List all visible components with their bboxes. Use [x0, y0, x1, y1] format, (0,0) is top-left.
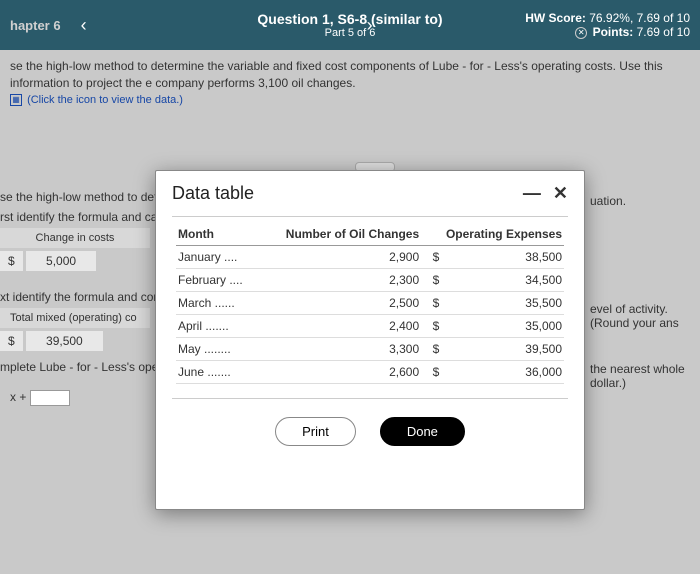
data-table: Month Number of Oil Changes Operating Ex… [176, 223, 564, 384]
chapter-label: hapter 6 [10, 18, 61, 33]
right-text: evel of activity. (Round your ans [590, 302, 700, 330]
question-title: Question 1, S6-8 (similar to) [257, 11, 442, 27]
bg-line: mplete Lube - for - Less's ope [0, 360, 158, 374]
data-table-icon[interactable]: ▦ [10, 94, 22, 106]
modal-title: Data table [172, 183, 254, 204]
right-text: the nearest whole dollar.) [590, 362, 700, 390]
app-header: hapter 6 ‹ Question 1, S6-8 (similar to)… [0, 0, 700, 50]
table-row: March ......2,500$35,500 [176, 292, 564, 315]
points-icon: ✕ [575, 27, 587, 39]
table-wrap: Month Number of Oil Changes Operating Ex… [156, 217, 584, 390]
question-part: Part 5 of 6 [257, 27, 442, 39]
close-icon[interactable]: ✕ [553, 183, 568, 204]
points-label: Points: [593, 25, 634, 39]
question-block: Question 1, S6-8 (similar to) Part 5 of … [257, 11, 442, 39]
data-table-modal: Data table — ✕ Month Number of Oil Chang… [155, 170, 585, 510]
click-hint[interactable]: ▦ (Click the icon to view the data.) [10, 94, 690, 106]
content-area: se the high-low method to determine the … [0, 50, 700, 574]
minimize-icon[interactable]: — [523, 183, 541, 204]
col-month: Month [176, 223, 258, 246]
col-changes: Number of Oil Changes [258, 223, 421, 246]
table-row: June .......2,600$36,000 [176, 361, 564, 384]
click-hint-text: (Click the icon to view the data.) [27, 94, 183, 106]
right-text: uation. [590, 194, 626, 208]
prev-arrow-icon[interactable]: ‹ [81, 15, 87, 36]
bg-formula: x + [10, 390, 70, 406]
table-row: April .......2,400$35,000 [176, 315, 564, 338]
instruction-text: se the high-low method to determine the … [10, 58, 690, 92]
print-button[interactable]: Print [275, 417, 356, 446]
col-expenses: Operating Expenses [421, 223, 564, 246]
table-row: February ....2,300$34,500 [176, 269, 564, 292]
modal-header: Data table — ✕ [156, 171, 584, 216]
points-value: 7.69 of 10 [637, 25, 690, 39]
modal-footer: Print Done [156, 399, 584, 464]
table-row: January ....2,900$38,500 [176, 246, 564, 269]
table-row: May ........3,300$39,500 [176, 338, 564, 361]
bg-line: se the high-low method to dete rst ident… [0, 190, 166, 271]
bg-line: xt identify the formula and com Total mi… [0, 290, 163, 351]
hw-score-label: HW Score: [525, 11, 586, 25]
done-button[interactable]: Done [380, 417, 465, 446]
formula-input[interactable] [30, 390, 70, 406]
hw-score-value: 76.92%, 7.69 of 10 [589, 11, 690, 25]
score-block: HW Score: 76.92%, 7.69 of 10 ✕ Points: 7… [525, 11, 690, 39]
